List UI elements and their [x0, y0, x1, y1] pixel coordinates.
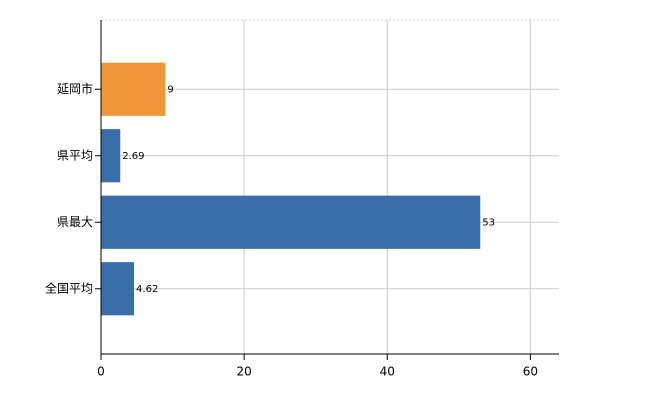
- bar: [101, 195, 481, 249]
- x-tick-label: 20: [236, 365, 251, 379]
- value-label: 4.62: [136, 284, 158, 295]
- bar: [101, 62, 166, 116]
- x-tick-label: 60: [523, 365, 538, 379]
- y-tick-label: 県最大: [57, 215, 93, 229]
- value-label: 53: [482, 217, 495, 228]
- value-label: 2.69: [122, 151, 144, 162]
- value-label: 9: [167, 84, 173, 95]
- bar: [101, 262, 135, 316]
- y-tick-label: 全国平均: [45, 280, 93, 295]
- y-tick-label: 県平均: [57, 148, 93, 162]
- bar: [101, 129, 121, 183]
- y-tick-label: 延岡市: [57, 81, 93, 96]
- x-tick-label: 40: [380, 365, 395, 379]
- x-tick-label: 0: [97, 365, 105, 379]
